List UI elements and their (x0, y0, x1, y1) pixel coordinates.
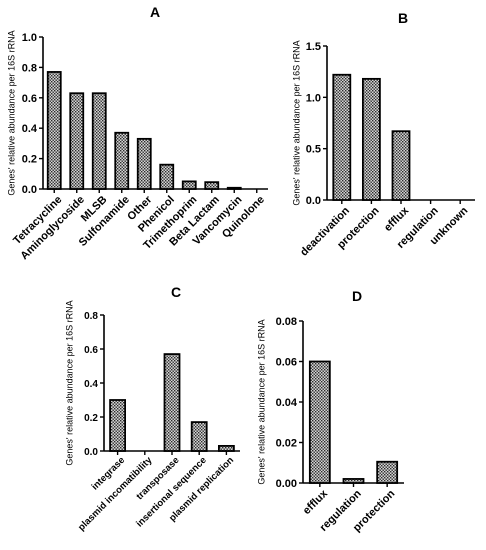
panel-label: D (352, 288, 362, 304)
chart-panel-a: A Genes' relative abundance per 16S rRNA 0… (6, 4, 268, 262)
y-tick-label: 1.0 (22, 32, 37, 44)
bar-c-5 (217, 444, 235, 452)
bar-a-3 (91, 92, 107, 190)
bar-a-1 (46, 71, 62, 190)
y-tick-label: 0.02 (276, 438, 297, 450)
y-tick-label: 0.5 (306, 144, 321, 156)
y-tick-label: 0.4 (84, 379, 98, 390)
bar-a-5 (136, 137, 152, 190)
bar-b-3 (391, 130, 411, 201)
bar-d-3 (376, 460, 399, 484)
bar-c-4 (190, 421, 208, 452)
bar-a-8 (204, 181, 220, 190)
y-tick-label: 0.0 (306, 195, 321, 207)
bar-d-1 (308, 360, 331, 484)
bar-b-2 (361, 77, 381, 201)
chart-panels: A Genes' relative abundance per 16S rRNA 0… (6, 4, 475, 534)
bar-a-6 (159, 163, 175, 190)
bar-c-1 (109, 399, 126, 452)
y-tick-label: 0.06 (276, 357, 297, 369)
bar-a-2 (69, 92, 85, 190)
bar-a-9 (226, 186, 242, 190)
bar-c-3 (163, 353, 181, 452)
x-tick-label: efflux (301, 487, 331, 517)
y-tick-label: 0.8 (84, 311, 98, 322)
y-tick-label: 0.8 (22, 62, 37, 74)
chart-panel-b: B Genes' relative abundance per 16S rRNA 0… (291, 10, 475, 259)
y-axis-label: Genes' relative abundance per 16S rRNA (6, 30, 16, 195)
y-tick-label: 1.5 (306, 41, 321, 53)
bar-d-2 (342, 478, 365, 484)
panel-label: A (150, 4, 160, 20)
y-axis-label: Genes' relative abundance per 16S rRNA (256, 319, 266, 484)
y-tick-label: 0.4 (22, 123, 38, 135)
y-tick-label: 0.6 (22, 93, 37, 105)
panel-label: C (171, 284, 181, 300)
bar-a-7 (181, 180, 197, 190)
y-tick-label: 0.00 (276, 478, 297, 490)
y-tick-label: 1.0 (306, 92, 321, 104)
y-tick-label: 0.6 (84, 345, 98, 356)
y-axis-label: Genes' relative abundance per 16S rRNA (291, 40, 301, 205)
y-tick-label: 0.0 (84, 447, 98, 458)
panel-label: B (398, 10, 408, 26)
y-axis-label: Genes' relative abundance per 16S rRNA (64, 300, 74, 465)
y-tick-label: 0.04 (276, 397, 298, 409)
y-tick-label: 0.0 (22, 184, 37, 196)
bar-b-1 (332, 73, 352, 201)
y-tick-label: 0.2 (84, 413, 98, 424)
y-tick-label: 0.08 (276, 316, 297, 328)
chart-panel-d: D Genes' relative abundance per 16S rRNA 0… (256, 288, 404, 534)
y-tick-label: 0.2 (22, 154, 37, 166)
bar-a-4 (114, 131, 130, 190)
chart-panel-c: C Genes' relative abundance per 16S rRNA 0… (64, 284, 240, 533)
